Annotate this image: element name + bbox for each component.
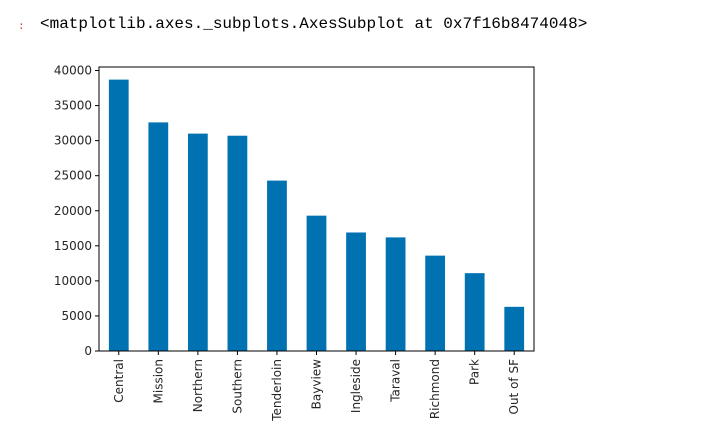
y-tick-label: 30000: [54, 134, 92, 148]
output-prompt-marker: :: [18, 19, 25, 32]
axes-frame: [98, 66, 535, 352]
bar: [187, 133, 208, 351]
x-tick-label: Out of SF: [507, 359, 521, 415]
x-tick-label: Bayview: [310, 359, 324, 410]
bar: [464, 273, 485, 351]
x-tick-label: Tenderloin: [270, 359, 284, 422]
bar: [108, 79, 129, 351]
y-tick-label: 20000: [54, 204, 92, 218]
bar: [504, 306, 525, 351]
x-tick-label: Northern: [191, 359, 205, 412]
y-tick-label: 35000: [54, 99, 92, 113]
bar: [385, 237, 406, 351]
y-tick-label: 5000: [61, 309, 92, 323]
x-tick-label: Southern: [230, 359, 244, 414]
bar: [148, 122, 169, 352]
x-tick-label: Ingleside: [349, 359, 363, 413]
y-tick-label: 40000: [54, 64, 92, 78]
y-tick-label: 10000: [54, 274, 92, 288]
bar: [267, 180, 287, 351]
y-tick-label: 25000: [54, 169, 92, 183]
x-tick-label: Central: [112, 359, 126, 403]
x-tick-label: Park: [468, 359, 482, 385]
x-tick-label: Mission: [151, 359, 165, 403]
y-tick-label: 0: [84, 344, 92, 358]
bar: [425, 255, 446, 351]
y-tick-label: 15000: [54, 239, 92, 253]
x-tick-label: Taraval: [389, 359, 403, 403]
bar: [346, 232, 366, 351]
x-tick-label: Richmond: [428, 359, 442, 419]
output-repr-text: <matplotlib.axes._subplots.AxesSubplot a…: [40, 15, 588, 33]
bar: [227, 135, 248, 351]
bar: [306, 215, 327, 351]
